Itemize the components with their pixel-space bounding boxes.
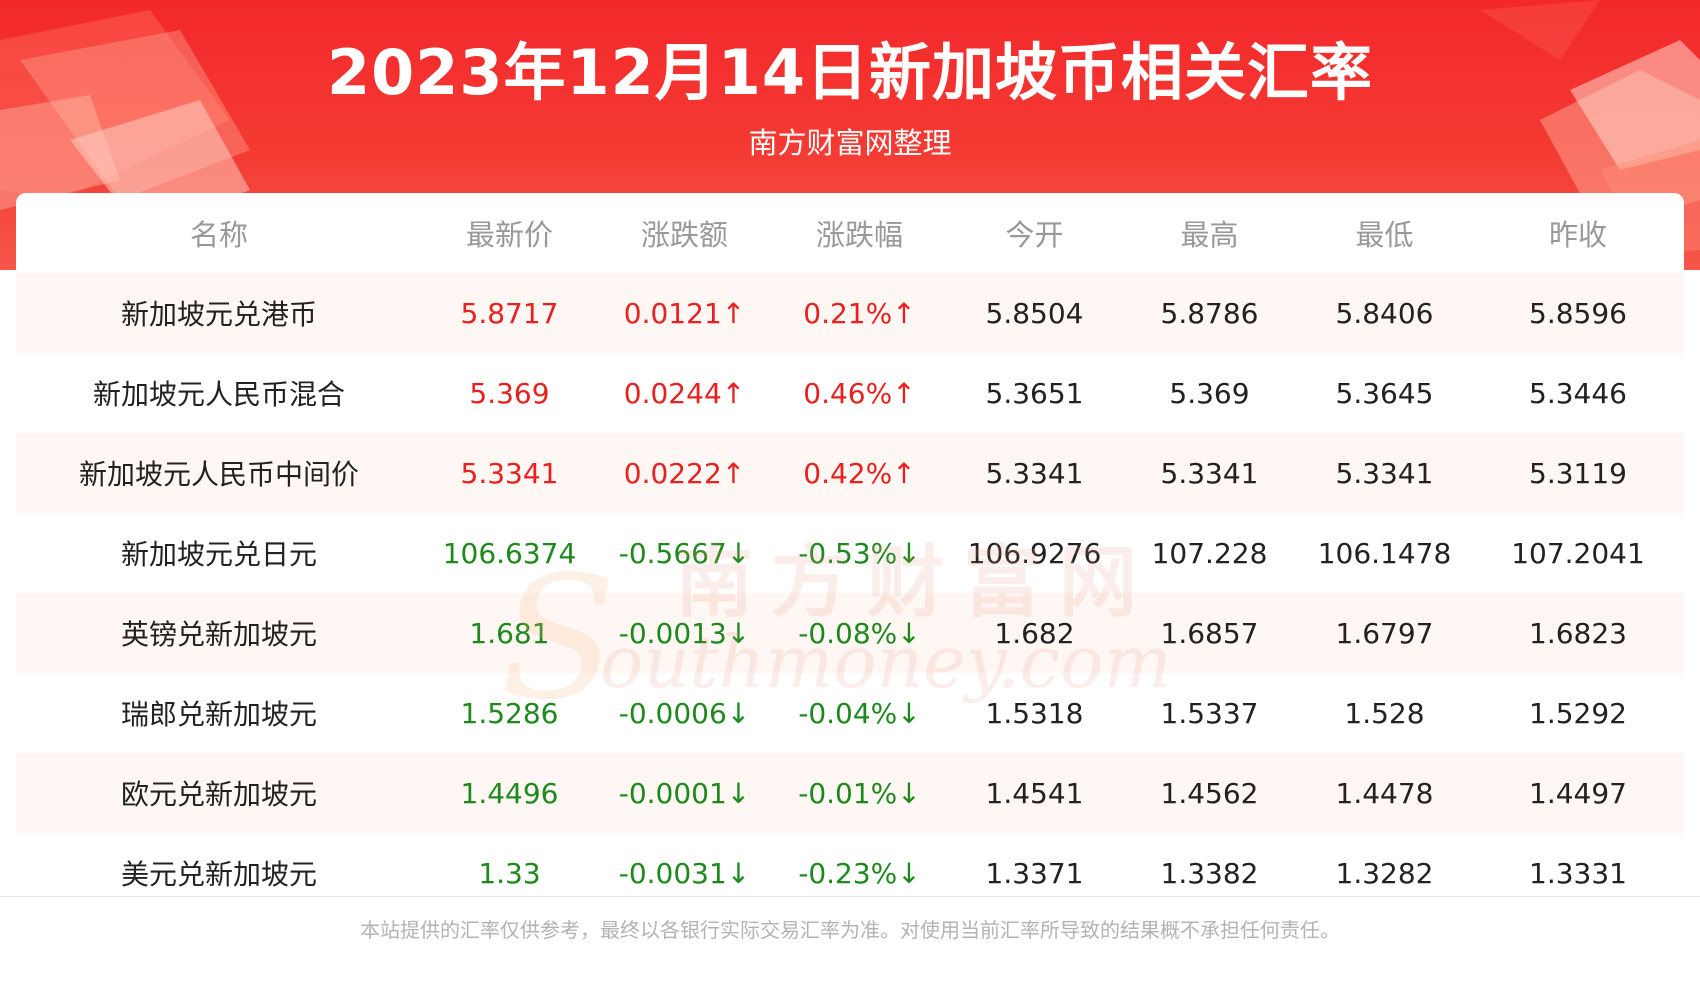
cell-latest: 1.5286 xyxy=(422,673,597,753)
cell-high: 1.3382 xyxy=(1122,833,1297,913)
cell-pct: -0.23%↓ xyxy=(772,833,947,913)
cell-latest: 106.6374 xyxy=(422,513,597,593)
cell-pct: -0.08%↓ xyxy=(772,593,947,673)
cell-high: 107.228 xyxy=(1122,513,1297,593)
header-name: 名称 xyxy=(189,218,248,252)
cell-prev: 1.3331 xyxy=(1472,833,1684,913)
cell-change: 0.0121↑ xyxy=(597,273,772,353)
cell-low: 1.528 xyxy=(1297,673,1472,753)
table-header-row: 名称 最新价 涨跌额 涨跌幅 今开 最高 最低 昨收 xyxy=(16,193,1684,273)
page-subtitle: 南方财富网整理 xyxy=(748,126,952,160)
cell-low: 5.3645 xyxy=(1297,353,1472,433)
cell-name: 新加坡元人民币混合 xyxy=(16,353,422,433)
cell-low: 1.6797 xyxy=(1297,593,1472,673)
cell-high: 1.4562 xyxy=(1122,753,1297,833)
table-row: 新加坡元人民币混合 5.369 0.0244↑ 0.46%↑ 5.3651 5.369 5.… xyxy=(16,353,1684,433)
cell-open: 1.3371 xyxy=(947,833,1122,913)
disclaimer: 本站提供的汇率仅供参考，最终以各银行实际交易汇率为准。对使用当前汇率所导致的结果… xyxy=(360,918,1340,942)
cell-prev: 107.2041 xyxy=(1472,513,1684,593)
cell-pct: 0.21%↑ xyxy=(772,273,947,353)
table-row: 新加坡元人民币中间价 5.3341 0.0222↑ 0.42%↑ 5.3341 5.334… xyxy=(16,433,1684,513)
cell-name: 欧元兑新加坡元 xyxy=(16,753,422,833)
cell-high: 1.5337 xyxy=(1122,673,1297,753)
cell-name: 新加坡元兑日元 xyxy=(16,513,422,593)
header-pct: 涨跌幅 xyxy=(815,218,903,252)
cell-high: 5.8786 xyxy=(1122,273,1297,353)
cell-latest: 1.681 xyxy=(422,593,597,673)
cell-pct: 0.42%↑ xyxy=(772,433,947,513)
header-low: 最低 xyxy=(1355,218,1414,252)
table-row: 英镑兑新加坡元 1.681 -0.0013↓ -0.08%↓ 1.682 1.6857 1.… xyxy=(16,593,1684,673)
cell-open: 1.5318 xyxy=(947,673,1122,753)
cell-prev: 1.6823 xyxy=(1472,593,1684,673)
header-change: 涨跌额 xyxy=(640,218,728,252)
cell-pct: -0.01%↓ xyxy=(772,753,947,833)
cell-prev: 5.3119 xyxy=(1472,433,1684,513)
header-latest: 最新价 xyxy=(465,218,553,252)
cell-name: 新加坡元人民币中间价 xyxy=(16,433,422,513)
cell-name: 瑞郎兑新加坡元 xyxy=(16,673,422,753)
cell-open: 5.3341 xyxy=(947,433,1122,513)
cell-latest: 5.369 xyxy=(422,353,597,433)
cell-latest: 1.4496 xyxy=(422,753,597,833)
header-open: 今开 xyxy=(1005,218,1064,252)
cell-open: 1.4541 xyxy=(947,753,1122,833)
table-row: 欧元兑新加坡元 1.4496 -0.0001↓ -0.01%↓ 1.4541 1.4562… xyxy=(16,753,1684,833)
cell-low: 1.3282 xyxy=(1297,833,1472,913)
cell-prev: 5.8596 xyxy=(1472,273,1684,353)
footer-divider xyxy=(0,896,1700,897)
cell-low: 106.1478 xyxy=(1297,513,1472,593)
cell-low: 5.8406 xyxy=(1297,273,1472,353)
cell-prev: 1.5292 xyxy=(1472,673,1684,753)
cell-pct: -0.04%↓ xyxy=(772,673,947,753)
cell-prev: 5.3446 xyxy=(1472,353,1684,433)
cell-low: 1.4478 xyxy=(1297,753,1472,833)
cell-pct: -0.53%↓ xyxy=(772,513,947,593)
cell-high: 5.3341 xyxy=(1122,433,1297,513)
rates-table: 名称 最新价 涨跌额 涨跌幅 今开 最高 最低 昨收 新加坡元兑港币 5.8717… xyxy=(16,193,1684,913)
cell-change: -0.0013↓ xyxy=(597,593,772,673)
cell-change: -0.0031↓ xyxy=(597,833,772,913)
banner-decoration xyxy=(0,0,1700,255)
cell-change: -0.5667↓ xyxy=(597,513,772,593)
table-row: 新加坡元兑日元 106.6374 -0.5667↓ -0.53%↓ 106.9276 10… xyxy=(16,513,1684,593)
cell-latest: 1.33 xyxy=(422,833,597,913)
cell-name: 美元兑新加坡元 xyxy=(16,833,422,913)
cell-change: 0.0222↑ xyxy=(597,433,772,513)
page-title: 2023年12月14日新加坡币相关汇率 xyxy=(326,36,1374,109)
cell-latest: 5.3341 xyxy=(422,433,597,513)
header-prev: 昨收 xyxy=(1548,218,1607,252)
table-row: 美元兑新加坡元 1.33 -0.0031↓ -0.23%↓ 1.3371 1.3382 1.… xyxy=(16,833,1684,913)
cell-open: 5.3651 xyxy=(947,353,1122,433)
table-row: 瑞郎兑新加坡元 1.5286 -0.0006↓ -0.04%↓ 1.5318 1.5337… xyxy=(16,673,1684,753)
cell-name: 英镑兑新加坡元 xyxy=(16,593,422,673)
cell-change: 0.0244↑ xyxy=(597,353,772,433)
cell-high: 1.6857 xyxy=(1122,593,1297,673)
cell-change: -0.0001↓ xyxy=(597,753,772,833)
table-row: 新加坡元兑港币 5.8717 0.0121↑ 0.21%↑ 5.8504 5.8786 5.… xyxy=(16,273,1684,353)
cell-change: -0.0006↓ xyxy=(597,673,772,753)
cell-open: 106.9276 xyxy=(947,513,1122,593)
cell-high: 5.369 xyxy=(1122,353,1297,433)
cell-latest: 5.8717 xyxy=(422,273,597,353)
header-high: 最高 xyxy=(1180,218,1239,252)
cell-open: 5.8504 xyxy=(947,273,1122,353)
cell-prev: 1.4497 xyxy=(1472,753,1684,833)
cell-name: 新加坡元兑港币 xyxy=(16,273,422,353)
rates-card: 名称 最新价 涨跌额 涨跌幅 今开 最高 最低 昨收 新加坡元兑港币 5.8717… xyxy=(16,193,1684,913)
cell-open: 1.682 xyxy=(947,593,1122,673)
cell-pct: 0.46%↑ xyxy=(772,353,947,433)
cell-low: 5.3341 xyxy=(1297,433,1472,513)
